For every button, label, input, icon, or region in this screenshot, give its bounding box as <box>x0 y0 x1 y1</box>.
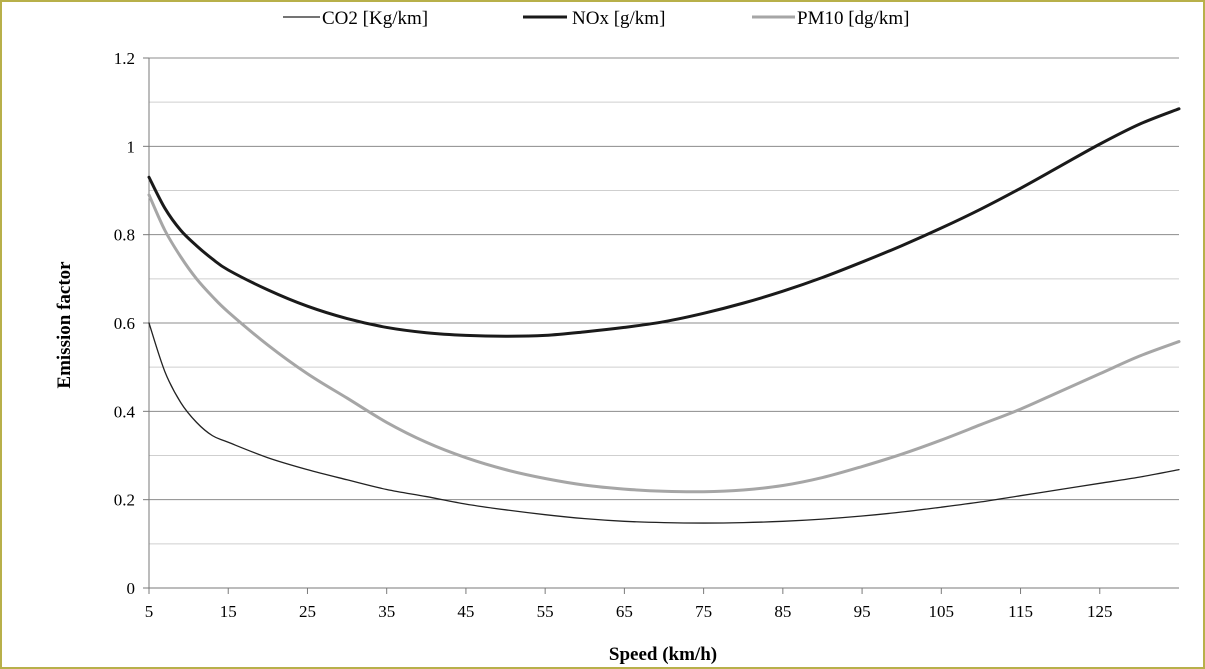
x-tick-label: 95 <box>854 602 871 621</box>
legend-label-pm10: PM10 [dg/km] <box>797 8 909 29</box>
series-lines <box>147 107 1181 524</box>
x-tick-label: 65 <box>616 602 633 621</box>
y-tick-label: 0.8 <box>114 226 135 245</box>
y-tick-labels: 0 0.2 0.4 0.6 0.8 1 1.2 <box>114 49 136 598</box>
x-tick-label: 115 <box>1008 602 1033 621</box>
x-tick-label: 15 <box>220 602 237 621</box>
y-tick-label: 1.2 <box>114 49 135 68</box>
x-tick-label: 105 <box>929 602 955 621</box>
series-line-pm10 <box>147 193 1181 494</box>
x-tick-label: 125 <box>1087 602 1113 621</box>
series-line-nox <box>147 107 1181 338</box>
y-tick-label: 0.2 <box>114 491 135 510</box>
series-line-co2 <box>148 322 1180 524</box>
x-tick-label: 35 <box>378 602 395 621</box>
y-tick-label: 0 <box>127 579 136 598</box>
legend-label-nox: NOx [g/km] <box>572 8 665 29</box>
x-tick-label: 75 <box>695 602 712 621</box>
x-tick-label: 85 <box>774 602 791 621</box>
y-axis-title: Emission factor <box>54 261 75 389</box>
y-tick-label: 0.4 <box>114 402 136 421</box>
legend: CO2 [Kg/km] NOx [g/km] PM10 [dg/km] <box>283 8 909 29</box>
legend-label-co2: CO2 [Kg/km] <box>322 8 428 29</box>
x-tick-label: 25 <box>299 602 316 621</box>
y-tick-label: 0.6 <box>114 314 135 333</box>
x-tick-label: 5 <box>145 602 154 621</box>
x-axis-title: Speed (km/h) <box>609 644 717 665</box>
y-tick-label: 1 <box>127 137 136 156</box>
x-tick-label: 55 <box>537 602 554 621</box>
x-tick-label: 45 <box>457 602 474 621</box>
x-tick-labels: 5 15 25 35 45 55 65 75 85 95 105 115 125 <box>145 602 1113 621</box>
